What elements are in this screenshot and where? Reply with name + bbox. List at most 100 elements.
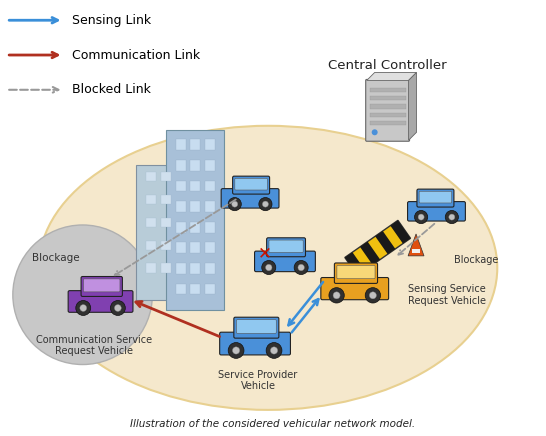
FancyBboxPatch shape <box>337 266 375 279</box>
Circle shape <box>76 300 91 316</box>
Polygon shape <box>367 72 417 80</box>
Circle shape <box>270 347 277 354</box>
Bar <box>176 160 186 170</box>
Circle shape <box>265 264 272 271</box>
FancyBboxPatch shape <box>221 189 279 208</box>
Bar <box>176 222 186 232</box>
Bar <box>146 172 156 181</box>
FancyBboxPatch shape <box>321 278 389 300</box>
FancyBboxPatch shape <box>407 201 465 221</box>
Bar <box>205 139 215 150</box>
Text: ✕: ✕ <box>258 244 272 262</box>
FancyBboxPatch shape <box>233 176 270 194</box>
Circle shape <box>233 347 240 354</box>
Bar <box>191 201 200 212</box>
FancyBboxPatch shape <box>266 238 305 257</box>
Bar <box>161 263 171 273</box>
Bar <box>370 88 406 92</box>
FancyBboxPatch shape <box>419 191 452 203</box>
Bar <box>136 165 181 300</box>
FancyBboxPatch shape <box>219 332 290 355</box>
Bar <box>191 222 200 232</box>
Polygon shape <box>412 249 420 253</box>
Text: Service Provider
Vehicle: Service Provider Vehicle <box>218 370 298 391</box>
FancyBboxPatch shape <box>81 276 122 296</box>
Text: Communication Service
Request Vehicle: Communication Service Request Vehicle <box>35 334 152 356</box>
Bar <box>191 139 200 150</box>
Text: Sensing Service
Request Vehicle: Sensing Service Request Vehicle <box>407 284 485 306</box>
Ellipse shape <box>39 126 497 410</box>
Bar <box>205 201 215 212</box>
Text: Blockage: Blockage <box>32 253 80 263</box>
FancyBboxPatch shape <box>334 263 377 283</box>
Circle shape <box>445 211 459 224</box>
Polygon shape <box>408 234 424 256</box>
Bar <box>146 241 156 250</box>
Circle shape <box>365 288 381 303</box>
Bar <box>370 104 406 109</box>
Bar <box>205 284 215 294</box>
Bar <box>176 263 186 274</box>
Circle shape <box>418 214 424 220</box>
Bar <box>161 172 171 181</box>
Bar <box>167 130 224 310</box>
Circle shape <box>449 214 455 220</box>
Circle shape <box>110 300 126 316</box>
FancyBboxPatch shape <box>234 317 279 338</box>
Bar <box>161 195 171 204</box>
Text: Sensing Link: Sensing Link <box>72 14 151 27</box>
Circle shape <box>266 343 282 358</box>
FancyBboxPatch shape <box>254 251 316 272</box>
Bar <box>191 181 200 191</box>
Circle shape <box>372 129 378 135</box>
Bar <box>370 113 406 117</box>
Bar <box>370 121 406 125</box>
Bar <box>176 181 186 191</box>
Bar <box>191 242 200 253</box>
Bar <box>146 263 156 273</box>
Polygon shape <box>408 72 417 140</box>
FancyBboxPatch shape <box>84 279 120 292</box>
Bar <box>205 160 215 170</box>
Circle shape <box>262 260 276 275</box>
Bar <box>345 252 365 276</box>
Circle shape <box>232 201 238 207</box>
Circle shape <box>259 198 272 211</box>
Circle shape <box>333 292 340 299</box>
Bar <box>390 220 411 244</box>
Bar <box>375 231 395 254</box>
Circle shape <box>263 201 269 207</box>
Bar <box>345 220 411 276</box>
Bar <box>161 218 171 227</box>
Bar <box>205 181 215 191</box>
Bar <box>205 263 215 274</box>
Bar <box>191 263 200 274</box>
Text: Blockage: Blockage <box>454 255 499 265</box>
Circle shape <box>370 292 376 299</box>
Bar <box>176 242 186 253</box>
Text: Communication Link: Communication Link <box>72 48 200 61</box>
Bar <box>161 241 171 250</box>
Circle shape <box>228 343 244 358</box>
Bar <box>146 218 156 227</box>
Bar <box>360 242 380 265</box>
Text: Central Controller: Central Controller <box>328 59 447 72</box>
FancyBboxPatch shape <box>68 291 133 312</box>
Circle shape <box>115 305 121 311</box>
Circle shape <box>80 305 87 311</box>
Circle shape <box>298 264 304 271</box>
Bar <box>205 242 215 253</box>
Circle shape <box>13 225 152 364</box>
Bar <box>205 222 215 232</box>
Bar <box>176 139 186 150</box>
Bar <box>146 195 156 204</box>
Circle shape <box>414 211 428 224</box>
FancyBboxPatch shape <box>269 240 303 252</box>
Bar <box>370 96 406 100</box>
Text: Blocked Link: Blocked Link <box>72 83 151 96</box>
Bar <box>191 160 200 170</box>
Bar <box>191 284 200 294</box>
FancyBboxPatch shape <box>236 320 276 334</box>
Circle shape <box>329 288 345 303</box>
Circle shape <box>294 260 308 275</box>
